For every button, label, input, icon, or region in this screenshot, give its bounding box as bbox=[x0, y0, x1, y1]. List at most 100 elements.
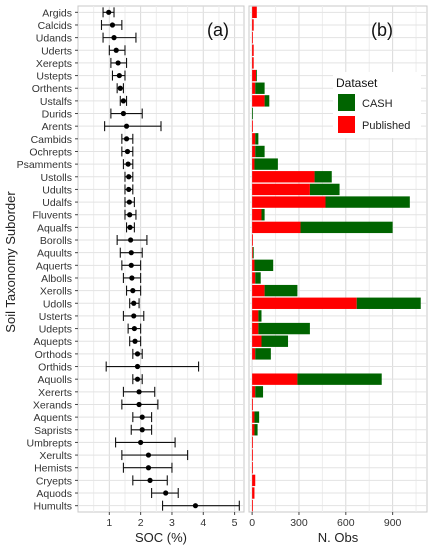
bar-published bbox=[252, 310, 259, 322]
bar-published bbox=[252, 297, 357, 309]
mean-point bbox=[125, 161, 131, 167]
bar-cash bbox=[261, 209, 265, 221]
mean-point bbox=[120, 98, 127, 104]
bar-published bbox=[252, 95, 265, 107]
category-label: Aquods bbox=[36, 488, 72, 500]
category-label: Ochrepts bbox=[29, 146, 72, 158]
bar-published bbox=[252, 31, 253, 44]
bar-published bbox=[252, 19, 254, 31]
bar-cash bbox=[297, 373, 382, 385]
mean-point bbox=[163, 490, 169, 496]
panel-a-grid bbox=[78, 6, 244, 512]
bar-published bbox=[252, 373, 298, 385]
bar-cash bbox=[255, 82, 265, 94]
x-tick-label: 2 bbox=[138, 517, 144, 529]
y-axis-title: Soil Taxonomy Suborder bbox=[3, 191, 18, 333]
mean-point bbox=[127, 212, 133, 218]
panel-a-marks bbox=[100, 7, 240, 511]
category-label: Umbrepts bbox=[26, 437, 72, 449]
panel-a-label: (a) bbox=[207, 20, 229, 40]
category-label: Ustolls bbox=[40, 172, 72, 184]
mean-point bbox=[131, 313, 137, 319]
bar-cash bbox=[258, 310, 262, 322]
legend-title: Dataset bbox=[336, 76, 378, 90]
bar-cash bbox=[255, 386, 264, 398]
mean-point bbox=[116, 72, 122, 79]
x-tick-label: 600 bbox=[337, 517, 355, 529]
bar-cash bbox=[264, 284, 298, 297]
category-label: Hemists bbox=[34, 463, 72, 475]
bar-published bbox=[252, 386, 256, 398]
category-label: Udults bbox=[42, 184, 72, 196]
category-label: Aquents bbox=[33, 412, 72, 424]
bar-cash bbox=[254, 424, 258, 436]
legend-swatch-cash bbox=[338, 94, 355, 111]
mean-point bbox=[138, 439, 144, 446]
bar-cash bbox=[314, 171, 332, 183]
bar-published bbox=[252, 133, 256, 145]
panel-a-x-axis-title: SOC (%) bbox=[135, 530, 187, 545]
bar-published bbox=[252, 322, 259, 335]
bar-published bbox=[252, 158, 255, 170]
bar-published bbox=[252, 196, 326, 208]
bar-cash bbox=[356, 297, 421, 309]
bar-published bbox=[252, 474, 256, 487]
panel-a-category-labels: ArgidsCalcidsUdandsUdertsXereptsUsteptsO… bbox=[17, 7, 78, 513]
mean-point bbox=[128, 262, 134, 268]
category-label: Orthents bbox=[32, 83, 72, 95]
bar-published bbox=[252, 335, 262, 347]
bar-published bbox=[252, 348, 256, 360]
category-label: Xerolls bbox=[40, 286, 72, 298]
panel-b-label: (b) bbox=[371, 20, 393, 40]
category-label: Xerands bbox=[33, 399, 72, 411]
bar-cash bbox=[254, 259, 274, 272]
mean-point bbox=[129, 275, 135, 281]
bar-published bbox=[252, 284, 265, 297]
category-label: Uderts bbox=[41, 45, 72, 57]
category-label: Fluvents bbox=[32, 210, 72, 222]
bar-cash bbox=[261, 335, 289, 347]
bar-published bbox=[252, 424, 255, 436]
category-label: Albolls bbox=[41, 273, 72, 285]
mean-point bbox=[134, 363, 141, 370]
category-label: Ustepts bbox=[36, 71, 72, 83]
category-label: Xerults bbox=[39, 450, 72, 462]
category-label: Xerepts bbox=[36, 58, 72, 70]
category-label: Ustalfs bbox=[40, 96, 72, 108]
category-label: Udalfs bbox=[42, 197, 72, 209]
bar-published bbox=[252, 449, 253, 461]
mean-point bbox=[128, 237, 134, 243]
panel-a-x-ticks: 1 2 3 4 5 bbox=[106, 512, 238, 529]
x-tick-label: 0 bbox=[249, 517, 255, 529]
category-label: Durids bbox=[42, 109, 72, 121]
bar-cash bbox=[252, 246, 254, 259]
bar-published bbox=[252, 487, 255, 499]
legend-swatch-published bbox=[338, 116, 355, 133]
bar-published bbox=[252, 411, 255, 423]
bar-cash bbox=[255, 272, 261, 284]
mean-point bbox=[136, 401, 142, 408]
bar-published bbox=[252, 6, 257, 19]
mean-point bbox=[145, 465, 152, 471]
legend-label-cash: CASH bbox=[362, 98, 393, 110]
x-tick-label: 300 bbox=[290, 517, 308, 529]
mean-point bbox=[131, 300, 137, 306]
panel-a-background bbox=[77, 5, 245, 513]
mean-point bbox=[131, 325, 137, 332]
x-tick-label: 5 bbox=[232, 517, 238, 529]
category-label: Humults bbox=[33, 501, 72, 513]
bar-published bbox=[252, 69, 257, 82]
legend-label-published: Published bbox=[362, 120, 410, 132]
bar-published bbox=[252, 398, 253, 411]
category-label: Udands bbox=[36, 33, 72, 45]
category-label: Aqualfs bbox=[37, 222, 72, 234]
bar-published bbox=[252, 499, 253, 512]
bar-published bbox=[252, 209, 262, 221]
category-label: Aquepts bbox=[33, 336, 72, 348]
bar-cash bbox=[254, 411, 260, 423]
mean-point bbox=[123, 136, 130, 142]
panel-b-bars bbox=[252, 6, 421, 512]
bar-published bbox=[252, 462, 253, 474]
bar-cash bbox=[254, 158, 278, 170]
mean-point bbox=[145, 452, 152, 458]
